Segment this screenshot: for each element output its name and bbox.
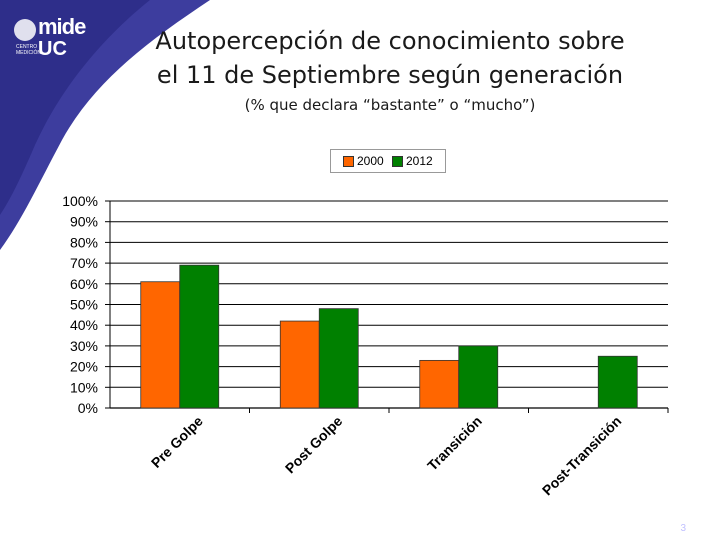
bar-2012-3 (597, 355, 638, 409)
title-line-2: el 11 de Septiembre según generación (156, 61, 624, 89)
y-tick-label: 10% (70, 379, 98, 395)
y-tick-label: 0% (78, 400, 98, 416)
y-tick-label: 20% (70, 359, 98, 375)
bar-2012-0 (179, 264, 220, 409)
chart-legend: 2000 2012 (330, 149, 446, 173)
y-tick-label: 90% (70, 214, 98, 230)
y-tick-label: 50% (70, 297, 98, 313)
legend-swatch-2000 (343, 155, 354, 167)
mide-uc-logo: mide UC CENTRO MEDICIÓN (12, 14, 86, 66)
x-category-label: Transición (424, 413, 485, 474)
logo-text-centro: CENTRO MEDICIÓN (16, 44, 41, 56)
legend-item-2012: 2012 (392, 154, 433, 168)
y-tick-label: 60% (70, 276, 98, 292)
logo-mark (14, 19, 36, 41)
y-tick-label: 80% (70, 234, 98, 250)
x-category-label: Pre Golpe (148, 413, 206, 471)
slide-subtitle: (% que declara “bastante” o “mucho”) (244, 96, 536, 114)
x-category-label: Post Golpe (282, 413, 346, 477)
y-tick-label: 30% (70, 338, 98, 354)
bar-2012-1 (318, 308, 359, 409)
y-tick-label: 70% (70, 255, 98, 271)
logo-text-mide: mide (38, 14, 86, 39)
y-tick-label: 40% (70, 317, 98, 333)
title-line-1: Autopercepción de conocimiento sobre (155, 27, 625, 55)
legend-label-2012: 2012 (406, 154, 433, 168)
bar-2000-1 (279, 320, 320, 409)
legend-label-2000: 2000 (357, 154, 384, 168)
bar-2000-0 (140, 281, 181, 409)
slide-title: Autopercepción de conocimiento sobre el … (100, 24, 680, 92)
bar-2012-2 (458, 345, 499, 409)
logo-text-uc: UC (38, 38, 67, 60)
legend-swatch-2012 (392, 155, 403, 167)
x-category-label: Post-Transición (539, 413, 625, 499)
bar-2000-2 (419, 359, 460, 409)
legend-item-2000: 2000 (343, 154, 384, 168)
y-tick-label: 100% (62, 193, 98, 209)
page-number: 3 (680, 523, 686, 534)
